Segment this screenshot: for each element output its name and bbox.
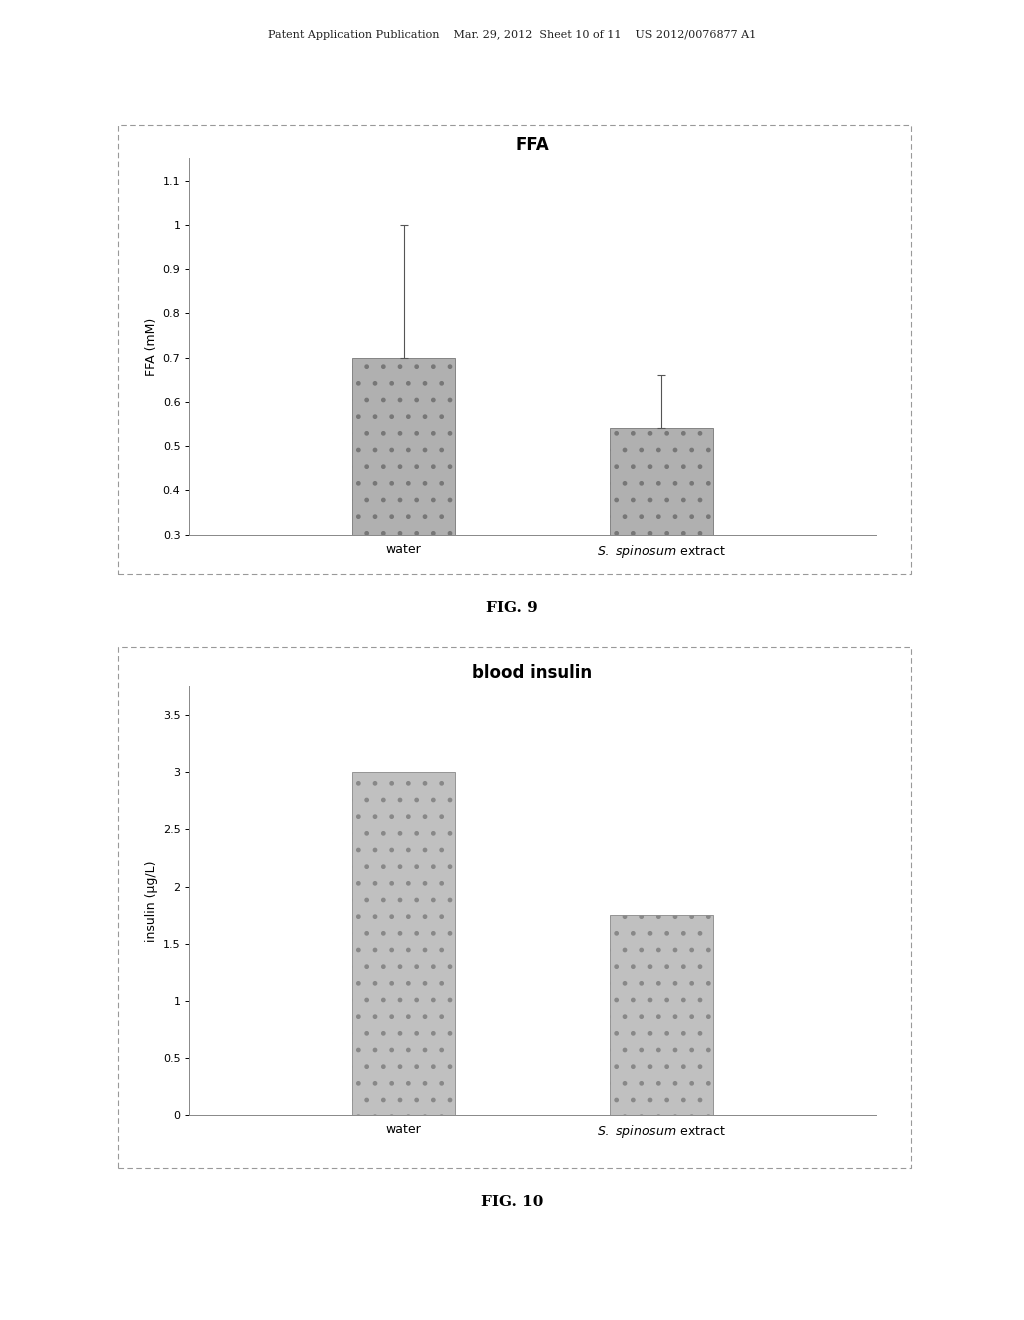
Bar <box>352 358 456 668</box>
Text: $\it{S.}$ $\it{spinosum}$ extract: $\it{S.}$ $\it{spinosum}$ extract <box>597 543 725 560</box>
Text: water: water <box>386 1123 422 1137</box>
Title: FFA: FFA <box>516 136 549 154</box>
Y-axis label: insulin (μg/L): insulin (μg/L) <box>145 861 159 941</box>
Title: blood insulin: blood insulin <box>472 664 593 682</box>
Text: water: water <box>386 543 422 556</box>
Bar <box>352 772 456 1115</box>
Text: FIG. 10: FIG. 10 <box>481 1195 543 1209</box>
Bar <box>609 429 713 668</box>
Y-axis label: FFA (mM): FFA (mM) <box>145 317 159 376</box>
Text: FIG. 9: FIG. 9 <box>486 601 538 615</box>
Text: $\it{S.}$ $\it{spinosum}$ extract: $\it{S.}$ $\it{spinosum}$ extract <box>597 1123 725 1140</box>
Text: Patent Application Publication    Mar. 29, 2012  Sheet 10 of 11    US 2012/00768: Patent Application Publication Mar. 29, … <box>268 30 756 41</box>
Bar <box>609 915 713 1115</box>
